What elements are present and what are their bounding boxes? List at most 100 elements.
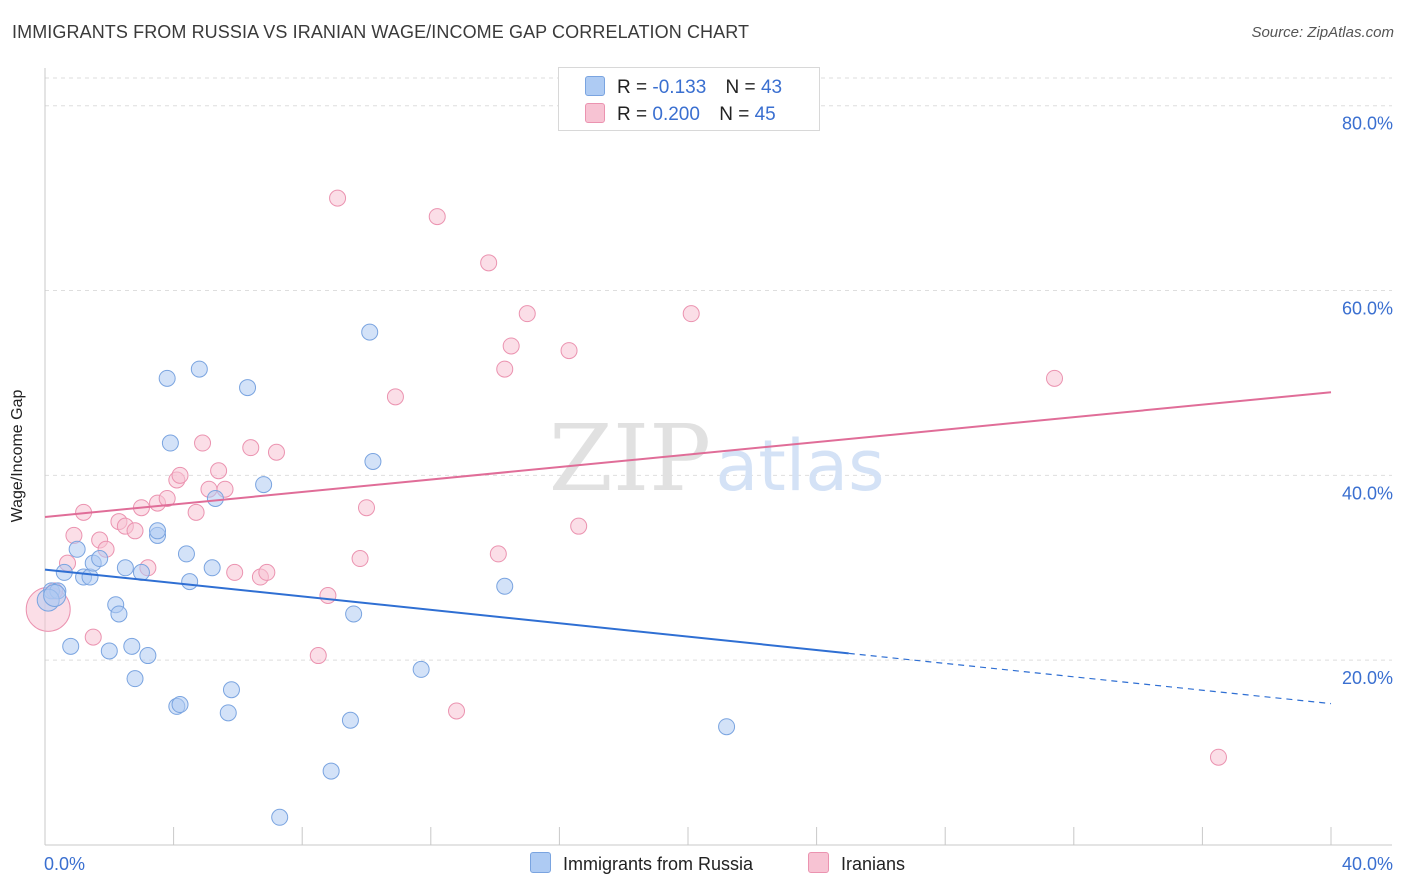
- y-tick-label-60: 60.0%: [1342, 299, 1393, 319]
- bottom-legend-label-iran: Iranians: [841, 854, 906, 874]
- russia-point: [718, 718, 736, 736]
- y-tick-label-80: 80.0%: [1342, 114, 1393, 134]
- iran-point: [358, 499, 375, 517]
- iran-point: [489, 545, 507, 563]
- iran-point: [386, 388, 404, 406]
- russia-point: [496, 577, 514, 595]
- iran-point: [84, 628, 102, 646]
- russia-point: [100, 642, 118, 660]
- russia-point: [116, 559, 134, 577]
- russia-point: [219, 704, 237, 722]
- russia-point: [271, 808, 289, 826]
- chart-title: IMMIGRANTS FROM RUSSIA VS IRANIAN WAGE/I…: [12, 22, 750, 42]
- russia-point: [110, 605, 128, 623]
- russia-point: [43, 583, 67, 607]
- label-layer: 20.0% 40.0% 60.0% 80.0% 0.0% 40.0%: [44, 114, 1393, 874]
- russia-point: [322, 762, 340, 780]
- iran-point: [428, 208, 446, 226]
- legend-n-label-iran: N =: [719, 104, 750, 125]
- iran-point: [448, 702, 466, 720]
- iran-point: [518, 305, 536, 323]
- correlation-legend: R = -0.133 N = 43 R = 0.200 N = 45: [558, 67, 820, 131]
- russia-point: [361, 323, 379, 341]
- russia-point: [91, 550, 109, 568]
- iran-point: [126, 522, 144, 540]
- y-tick-label-40: 40.0%: [1342, 483, 1393, 503]
- russia-point: [255, 476, 273, 494]
- legend-r-label-russia: R =: [617, 77, 648, 98]
- russia-point: [222, 681, 240, 699]
- russia-point: [177, 545, 195, 563]
- iran-point: [319, 586, 337, 604]
- iran-trend-line: [44, 391, 1332, 518]
- legend-swatch-russia: [585, 76, 605, 96]
- russia-point: [158, 369, 176, 387]
- iran-point: [267, 443, 285, 461]
- russia-point: [364, 453, 382, 470]
- iran-point: [480, 254, 498, 272]
- iran-point: [1046, 369, 1064, 387]
- points-layer: [25, 189, 1227, 826]
- russia-point: [126, 670, 144, 688]
- legend-r-label-iran: R =: [617, 104, 648, 125]
- russia-point: [239, 379, 257, 397]
- bottom-legend-swatch-russia: [530, 852, 551, 873]
- iran-point: [65, 526, 83, 544]
- iran-point: [158, 489, 176, 507]
- bottom-legend-iran: Iranians: [808, 852, 905, 875]
- russia-point: [181, 573, 199, 591]
- legend-row-iran: R = 0.200 N = 45: [585, 103, 776, 126]
- iran-point: [1209, 748, 1227, 766]
- russia-point: [139, 647, 157, 665]
- iran-point: [682, 305, 700, 323]
- russia-point: [345, 605, 363, 623]
- russia-trend-extension: [848, 652, 1332, 705]
- iran-point: [187, 503, 205, 521]
- iran-point: [351, 550, 369, 568]
- iran-point: [570, 517, 588, 535]
- russia-point: [206, 489, 224, 507]
- iran-point: [309, 647, 327, 665]
- iran-point: [194, 434, 212, 452]
- iran-point: [258, 563, 276, 581]
- trend-layer: [44, 391, 1332, 705]
- russia-trend-line: [44, 568, 849, 655]
- russia-point: [68, 540, 86, 558]
- russia-point: [149, 522, 167, 540]
- russia-point: [161, 434, 179, 452]
- legend-n-value-russia: 43: [760, 77, 783, 98]
- axis-layer: [44, 68, 1392, 846]
- iran-point: [496, 360, 514, 378]
- iran-point: [210, 462, 228, 480]
- iran-point: [560, 342, 578, 360]
- russia-point: [412, 660, 430, 678]
- iran-point: [242, 439, 260, 457]
- watermark-layer: ZIP atlas: [549, 405, 885, 512]
- legend-swatch-iran: [585, 103, 605, 123]
- russia-point: [190, 360, 208, 378]
- bottom-legend-swatch-iran: [808, 852, 829, 873]
- legend-row-russia: R = -0.133 N = 43: [585, 76, 782, 99]
- iran-point: [502, 337, 520, 355]
- russia-point: [123, 637, 141, 655]
- legend-r-value-russia: -0.133: [652, 77, 707, 98]
- russia-point: [62, 637, 80, 655]
- x-tick-label-min: 0.0%: [44, 854, 85, 874]
- legend-n-label-russia: N =: [725, 77, 756, 98]
- y-tick-label-20: 20.0%: [1342, 668, 1393, 688]
- x-tick-label-max: 40.0%: [1342, 854, 1393, 874]
- russia-point: [203, 559, 221, 577]
- y-axis-label: Wage/Income Gap: [9, 389, 26, 523]
- bottom-legend-label-russia: Immigrants from Russia: [563, 854, 754, 874]
- bottom-legend-russia: Immigrants from Russia: [530, 852, 753, 875]
- russia-point: [132, 563, 150, 581]
- russia-point: [81, 568, 99, 586]
- iran-point: [329, 189, 347, 207]
- russia-point: [341, 711, 359, 729]
- iran-point: [171, 466, 189, 484]
- legend-n-value-iran: 45: [754, 104, 776, 125]
- source-label: Source: ZipAtlas.com: [1251, 24, 1394, 41]
- legend-r-value-iran: 0.200: [652, 104, 700, 125]
- grid-layer: [45, 77, 1392, 661]
